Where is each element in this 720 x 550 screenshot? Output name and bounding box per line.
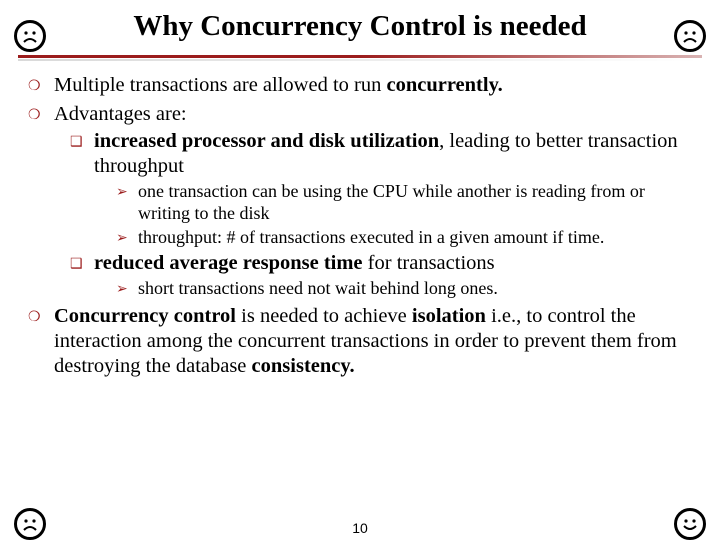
title-divider: [18, 55, 702, 61]
list-item-text: one transaction can be using the CPU whi…: [138, 181, 692, 225]
list-item-text: Advantages are:: [54, 102, 692, 127]
slide-title: Why Concurrency Control is needed: [0, 10, 720, 43]
list-item-text: Multiple transactions are allowed to run…: [54, 73, 692, 98]
list-item: ❑ reduced average response time for tran…: [70, 251, 692, 276]
list-item: ➢ one transaction can be using the CPU w…: [116, 181, 692, 225]
sad-face-icon: [674, 20, 706, 52]
list-item-text: Concurrency control is needed to achieve…: [54, 304, 692, 379]
bullet-square-icon: ❑: [70, 251, 94, 276]
sad-face-icon: [14, 20, 46, 52]
bullet-square-icon: ❑: [70, 129, 94, 179]
list-item-text: throughput: # of transactions executed i…: [138, 227, 692, 249]
page-number: 10: [0, 520, 720, 536]
bullet-circle-icon: ❍: [28, 73, 54, 98]
bullet-arrow-icon: ➢: [116, 181, 138, 225]
list-item-text: increased processor and disk utilization…: [94, 129, 692, 179]
list-item: ➢ short transactions need not wait behin…: [116, 278, 692, 300]
list-item: ❑ increased processor and disk utilizati…: [70, 129, 692, 179]
bullet-arrow-icon: ➢: [116, 278, 138, 300]
list-item: ➢ throughput: # of transactions executed…: [116, 227, 692, 249]
list-item: ❍ Concurrency control is needed to achie…: [28, 304, 692, 379]
list-item-text: reduced average response time for transa…: [94, 251, 692, 276]
list-item-text: short transactions need not wait behind …: [138, 278, 692, 300]
bullet-circle-icon: ❍: [28, 102, 54, 127]
bullet-arrow-icon: ➢: [116, 227, 138, 249]
list-item: ❍ Multiple transactions are allowed to r…: [28, 73, 692, 98]
bullet-circle-icon: ❍: [28, 304, 54, 379]
slide-body: ❍ Multiple transactions are allowed to r…: [28, 73, 692, 379]
list-item: ❍ Advantages are:: [28, 102, 692, 127]
